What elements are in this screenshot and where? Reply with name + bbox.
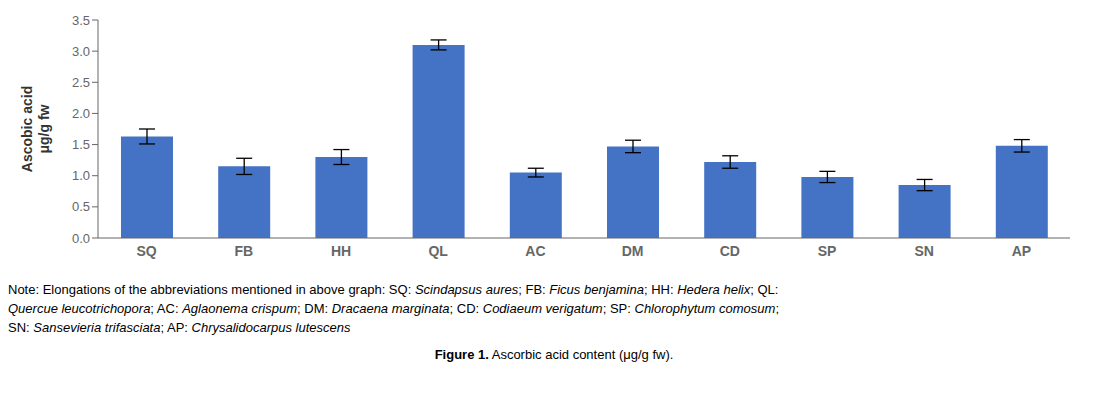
html-text:Note: Elongations of the abbre: Note: Elongations of the abbreviations m… <box>8 282 779 297</box>
html-text:Figure 1. Ascorbic acid conten: Figure 1. Ascorbic acid content (μg/g fw… <box>434 347 674 362</box>
svg-text:2.5: 2.5 <box>72 75 90 90</box>
svg-text:SN: SN <box>914 243 933 259</box>
svg-text:3.5: 3.5 <box>72 13 90 28</box>
svg-text:SP: SP <box>818 243 837 259</box>
svg-text:DM: DM <box>622 243 644 259</box>
svg-text:SQ: SQ <box>136 243 156 259</box>
html-text:SN: Sansevieria trifasciata; A: SN: Sansevieria trifasciata; AP: Chrysal… <box>8 320 351 335</box>
svg-text:1.5: 1.5 <box>72 137 90 152</box>
svg-text:Ascobic acidμg/g fw: Ascobic acidμg/g fw <box>19 86 52 172</box>
svg-text:HH: HH <box>331 243 351 259</box>
svg-text:3.0: 3.0 <box>72 44 90 59</box>
svg-text:2.0: 2.0 <box>72 106 90 121</box>
svg-text:1.0: 1.0 <box>72 168 90 183</box>
svg-text:0.0: 0.0 <box>72 231 90 246</box>
svg-text:AC: AC <box>525 243 545 259</box>
svg-text:QL: QL <box>428 243 448 259</box>
svg-text:AP: AP <box>1012 243 1031 259</box>
svg-text:0.5: 0.5 <box>72 199 90 214</box>
html-text:Quercue leucotrichopora; AC: A: Quercue leucotrichopora; AC: Aglaonema c… <box>8 301 779 316</box>
svg-text:CD: CD <box>720 243 740 259</box>
svg-text:FB: FB <box>234 243 253 259</box>
